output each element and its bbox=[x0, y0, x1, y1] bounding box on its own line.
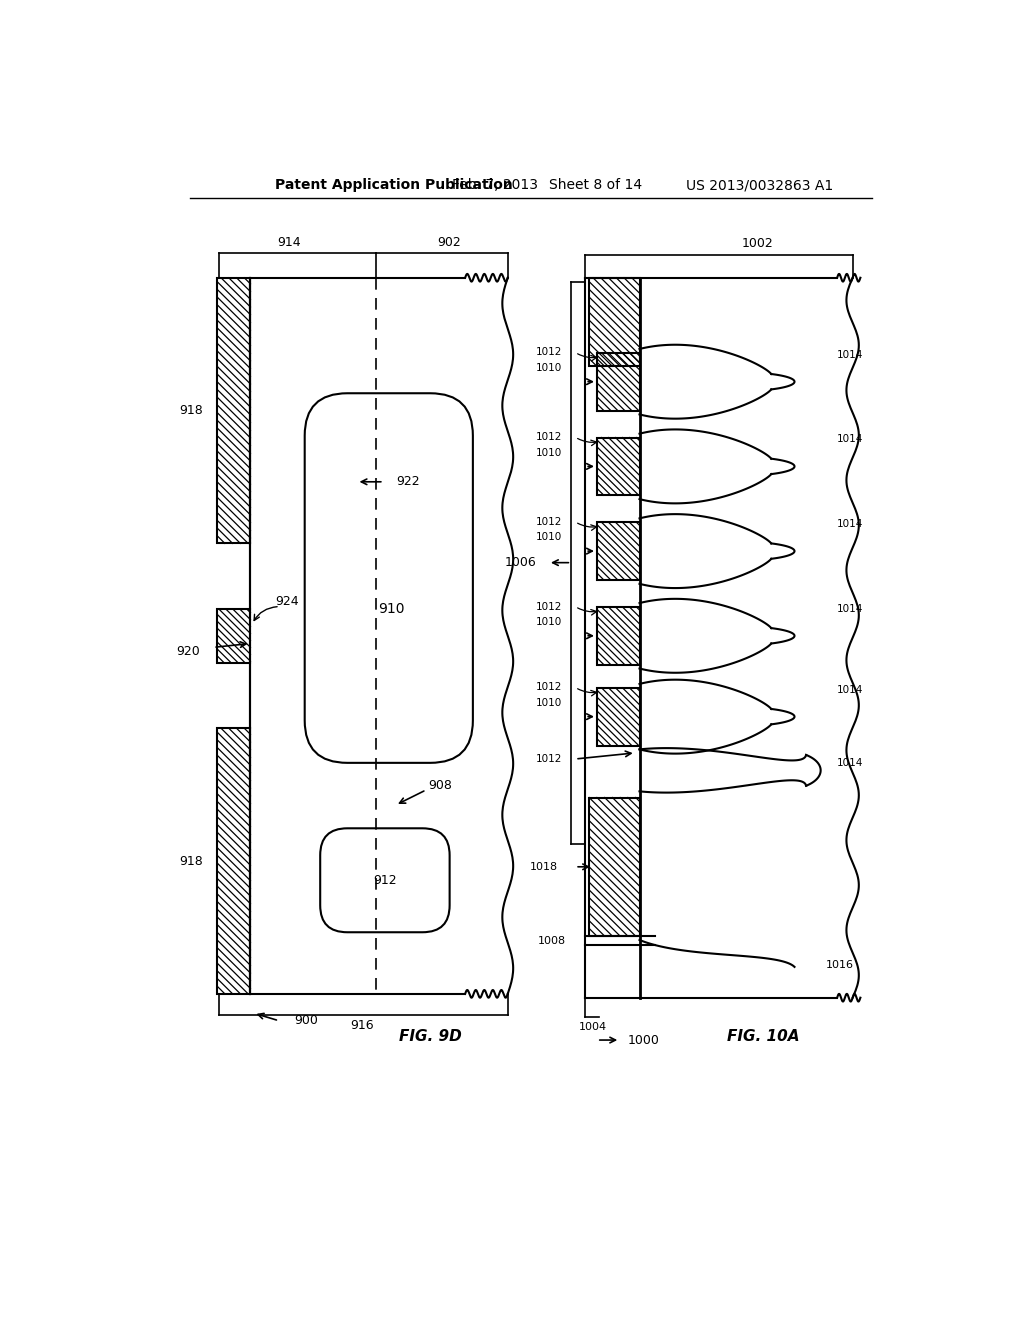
Bar bbox=[217, 729, 251, 994]
Text: 912: 912 bbox=[373, 874, 396, 887]
Text: 924: 924 bbox=[275, 594, 299, 607]
Text: 1016: 1016 bbox=[825, 961, 853, 970]
Text: Patent Application Publication: Patent Application Publication bbox=[275, 178, 513, 193]
Text: 910: 910 bbox=[378, 602, 404, 616]
Text: 1006: 1006 bbox=[505, 556, 537, 569]
Text: 1014: 1014 bbox=[838, 685, 863, 694]
Text: 1012: 1012 bbox=[536, 432, 562, 442]
Text: FIG. 9D: FIG. 9D bbox=[399, 1028, 462, 1044]
Text: 908: 908 bbox=[428, 779, 453, 792]
Text: 914: 914 bbox=[278, 236, 301, 249]
Text: 1018: 1018 bbox=[530, 862, 558, 871]
Text: 1014: 1014 bbox=[838, 350, 863, 360]
Text: 1014: 1014 bbox=[838, 434, 863, 445]
Bar bbox=[597, 688, 640, 746]
Bar bbox=[217, 609, 251, 663]
Bar bbox=[217, 277, 251, 544]
Text: 1004: 1004 bbox=[579, 1022, 607, 1032]
Text: US 2013/0032863 A1: US 2013/0032863 A1 bbox=[686, 178, 834, 193]
Text: 1012: 1012 bbox=[536, 347, 562, 358]
Text: 902: 902 bbox=[437, 236, 462, 249]
Bar bbox=[597, 523, 640, 579]
Text: 920: 920 bbox=[176, 644, 200, 657]
Bar bbox=[597, 437, 640, 495]
Text: 1012: 1012 bbox=[536, 517, 562, 527]
Text: FIG. 10A: FIG. 10A bbox=[727, 1028, 800, 1044]
Text: 1002: 1002 bbox=[741, 238, 773, 251]
Text: 1008: 1008 bbox=[538, 936, 566, 945]
Text: Sheet 8 of 14: Sheet 8 of 14 bbox=[549, 178, 642, 193]
Text: 918: 918 bbox=[179, 404, 203, 417]
Text: Feb. 7, 2013: Feb. 7, 2013 bbox=[452, 178, 538, 193]
Text: 922: 922 bbox=[396, 475, 421, 488]
Text: 1010: 1010 bbox=[536, 532, 562, 543]
Text: 1014: 1014 bbox=[838, 519, 863, 529]
Text: 1010: 1010 bbox=[536, 363, 562, 372]
Text: 916: 916 bbox=[350, 1019, 374, 1032]
Text: 1012: 1012 bbox=[536, 754, 562, 764]
Bar bbox=[589, 277, 640, 367]
Text: 1012: 1012 bbox=[536, 602, 562, 611]
Bar bbox=[589, 797, 640, 936]
Text: 900: 900 bbox=[295, 1014, 318, 1027]
Text: 1010: 1010 bbox=[536, 616, 562, 627]
Text: 1010: 1010 bbox=[536, 698, 562, 708]
Text: 1000: 1000 bbox=[628, 1034, 659, 1047]
Text: 918: 918 bbox=[179, 854, 203, 867]
Bar bbox=[597, 607, 640, 665]
Text: 1010: 1010 bbox=[536, 447, 562, 458]
Text: 1014: 1014 bbox=[838, 758, 863, 768]
Text: 1012: 1012 bbox=[536, 682, 562, 693]
Text: 1014: 1014 bbox=[838, 603, 863, 614]
Bar bbox=[597, 352, 640, 411]
